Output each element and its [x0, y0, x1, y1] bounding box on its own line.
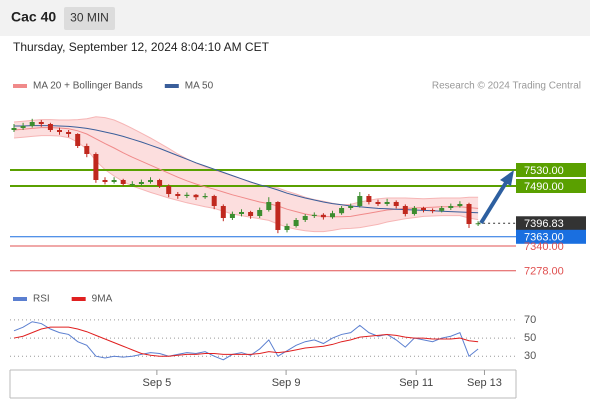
- bollinger-lower: [13, 135, 479, 233]
- candle-body: [29, 122, 35, 126]
- candle-body: [120, 180, 126, 184]
- interval-box[interactable]: [64, 7, 115, 30]
- level-label: 7530.00: [524, 165, 564, 177]
- legend-swatch: [71, 297, 86, 301]
- candle-body: [275, 202, 281, 230]
- candle-body: [475, 223, 481, 225]
- ma-line: [13, 127, 479, 218]
- candle-body: [311, 214, 317, 216]
- candle-body: [193, 194, 199, 198]
- credit: Research © 2024 Trading Central: [432, 81, 581, 92]
- legend-swatch: [164, 84, 179, 88]
- legend-swatch: [13, 297, 27, 301]
- level-label: 7490.00: [524, 181, 564, 193]
- arrow: [479, 179, 509, 225]
- candle-body: [111, 180, 117, 182]
- interval[interactable]: 30 MIN: [70, 11, 109, 25]
- candle-body: [93, 154, 99, 180]
- candle-body: [457, 204, 463, 206]
- level-label: 7363.00: [524, 232, 564, 244]
- candle-body: [302, 216, 308, 220]
- candle-body: [384, 202, 390, 204]
- x-tick-label: Sep 5: [142, 377, 171, 389]
- legend-label: RSI: [33, 294, 50, 305]
- candle-body: [330, 213, 335, 218]
- candle-body: [393, 202, 399, 206]
- legend-swatch: [13, 84, 27, 88]
- candle-body: [47, 124, 53, 130]
- candle-body: [357, 196, 363, 206]
- candle-body: [157, 180, 163, 186]
- candle-body: [66, 132, 72, 134]
- level-box: [516, 216, 586, 231]
- level-label: 7278.00: [524, 266, 564, 278]
- candle-body: [102, 180, 108, 182]
- y-tick-label: 70: [524, 314, 536, 326]
- candle-body: [375, 202, 381, 204]
- candle-body: [266, 202, 272, 210]
- level-box: [516, 163, 586, 177]
- legend-label: MA 20 + Bollinger Bands: [33, 81, 143, 92]
- y-tick-label: 30: [524, 350, 536, 362]
- level-box: [516, 229, 586, 244]
- candle-body: [293, 220, 299, 226]
- candle-body: [348, 206, 354, 208]
- ma-line: [14, 125, 479, 214]
- candle-body: [129, 184, 135, 185]
- candle-body: [239, 212, 244, 214]
- candle-body: [421, 208, 426, 210]
- indicator-line: [13, 326, 479, 357]
- candle-body: [166, 186, 172, 194]
- legend-label: 9MA: [92, 294, 113, 305]
- candle-body: [57, 130, 62, 132]
- timestamp: Thursday, September 12, 2024 8:04:10 AM …: [13, 40, 270, 54]
- candle-body: [138, 182, 144, 184]
- candle-body: [20, 126, 26, 128]
- candle-body: [439, 208, 445, 211]
- candle-body: [38, 122, 44, 124]
- candle-body: [211, 196, 217, 206]
- candle-body: [257, 210, 263, 216]
- candle-body: [402, 206, 408, 214]
- candle-body: [430, 210, 436, 211]
- candle-body: [220, 206, 226, 218]
- candle-body: [248, 212, 254, 216]
- level-label: 7340.00: [524, 241, 564, 253]
- candle-body: [448, 206, 454, 208]
- candle-body: [184, 194, 190, 196]
- candle-body: [175, 194, 181, 196]
- x-tick-label: Sep 13: [467, 377, 502, 389]
- candle-body: [411, 208, 417, 214]
- candle-body: [202, 196, 208, 198]
- candle-body: [284, 226, 290, 230]
- x-tick-label: Sep 9: [272, 377, 301, 389]
- candle-body: [75, 134, 81, 146]
- y-tick-label: 50: [524, 332, 536, 344]
- candle-body: [466, 204, 472, 224]
- candle-body: [339, 208, 345, 214]
- candle-body: [11, 128, 17, 130]
- arrow-head: [500, 170, 514, 186]
- candle-body: [229, 214, 235, 218]
- candle-body: [84, 146, 90, 154]
- legend-label: MA 50: [185, 81, 214, 92]
- level-label: 7396.83: [524, 218, 564, 230]
- candle-body: [366, 196, 372, 202]
- level-box: [516, 179, 586, 193]
- symbol: Cac 40: [11, 9, 56, 25]
- bollinger-fill: [14, 116, 479, 232]
- candle-body: [148, 180, 153, 182]
- candle-body: [320, 214, 326, 218]
- x-tick-label: Sep 11: [399, 377, 433, 389]
